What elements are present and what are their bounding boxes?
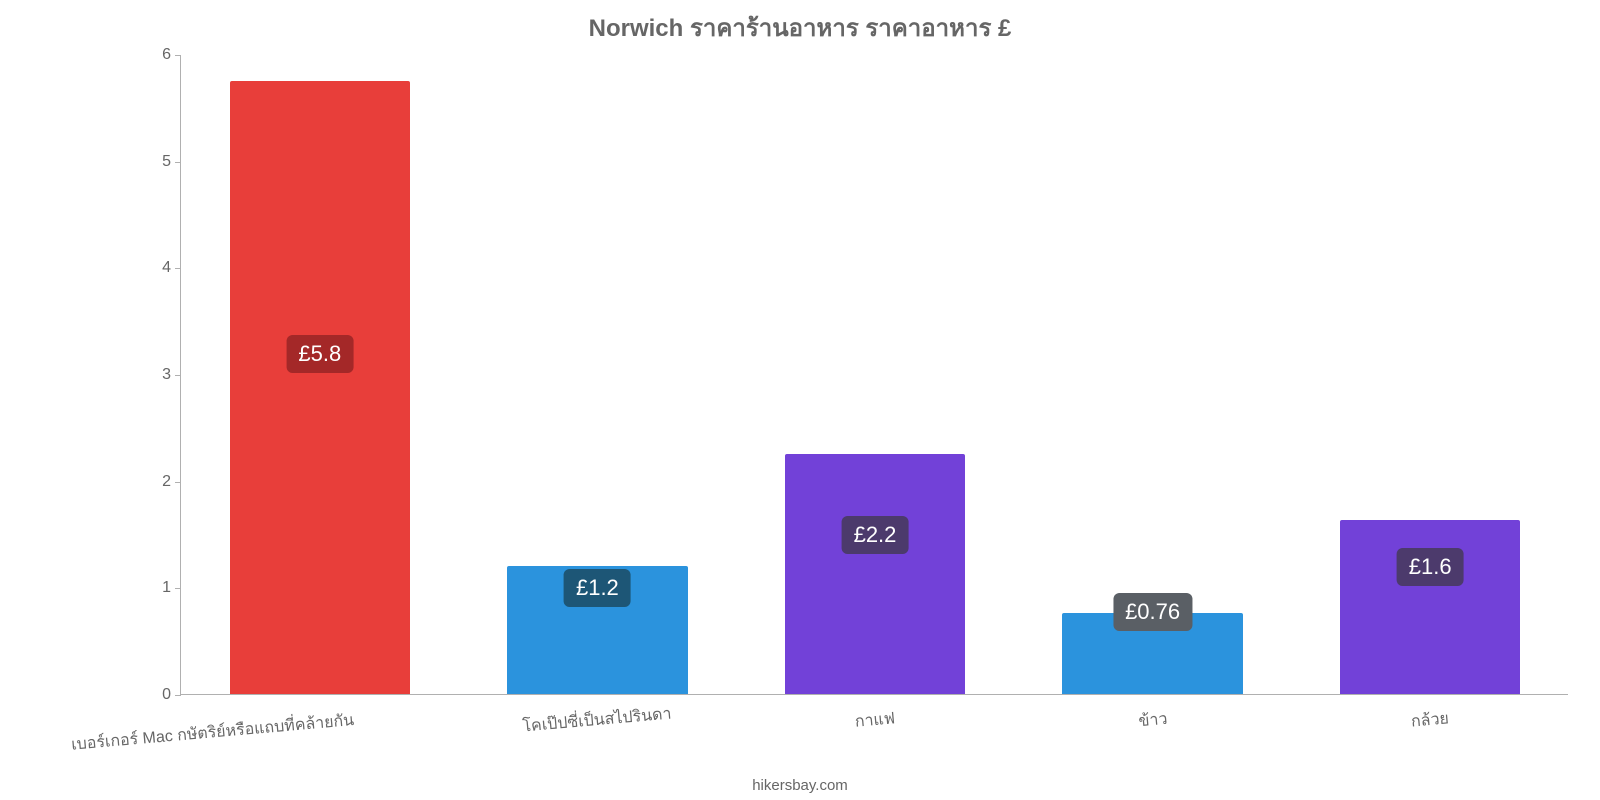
y-tick-mark bbox=[175, 695, 181, 696]
x-tick-label: โคเป๊ปซี่เป็นสไปรินดา bbox=[522, 702, 673, 740]
x-tick-label: กาแฟ bbox=[854, 706, 896, 734]
bar bbox=[785, 454, 965, 694]
chart-title: Norwich ราคาร้านอาหาร ราคาอาหาร £ bbox=[0, 8, 1600, 47]
attribution-text: hikersbay.com bbox=[0, 777, 1600, 794]
bar-value-label: £2.2 bbox=[842, 516, 909, 554]
y-tick-label: 2 bbox=[162, 473, 171, 491]
y-tick-label: 6 bbox=[162, 46, 171, 64]
y-tick-label: 1 bbox=[162, 579, 171, 597]
bar bbox=[230, 81, 410, 694]
y-tick-label: 3 bbox=[162, 366, 171, 384]
y-tick-label: 4 bbox=[162, 259, 171, 277]
y-tick-mark bbox=[175, 162, 181, 163]
bar-value-label: £1.6 bbox=[1397, 548, 1464, 586]
y-tick-mark bbox=[175, 588, 181, 589]
y-tick-mark bbox=[175, 55, 181, 56]
x-tick-label: เบอร์เกอร์ Mac กษัตริย์หรือแถบที่คล้ายกั… bbox=[70, 708, 355, 758]
bar-value-label: £1.2 bbox=[564, 569, 631, 607]
y-tick-mark bbox=[175, 375, 181, 376]
x-tick-label: ข้าว bbox=[1137, 707, 1168, 734]
chart-container: Norwich ราคาร้านอาหาร ราคาอาหาร £ 012345… bbox=[0, 0, 1600, 800]
y-tick-label: 0 bbox=[162, 686, 171, 704]
y-tick-mark bbox=[175, 482, 181, 483]
x-tick-label: กล้วย bbox=[1410, 706, 1450, 734]
bar-value-label: £0.76 bbox=[1113, 593, 1192, 631]
y-tick-mark bbox=[175, 268, 181, 269]
y-tick-label: 5 bbox=[162, 153, 171, 171]
bar-value-label: £5.8 bbox=[286, 335, 353, 373]
bar bbox=[1340, 520, 1520, 694]
plot-area: 0123456£5.8เบอร์เกอร์ Mac กษัตริย์หรือแถ… bbox=[180, 55, 1568, 695]
